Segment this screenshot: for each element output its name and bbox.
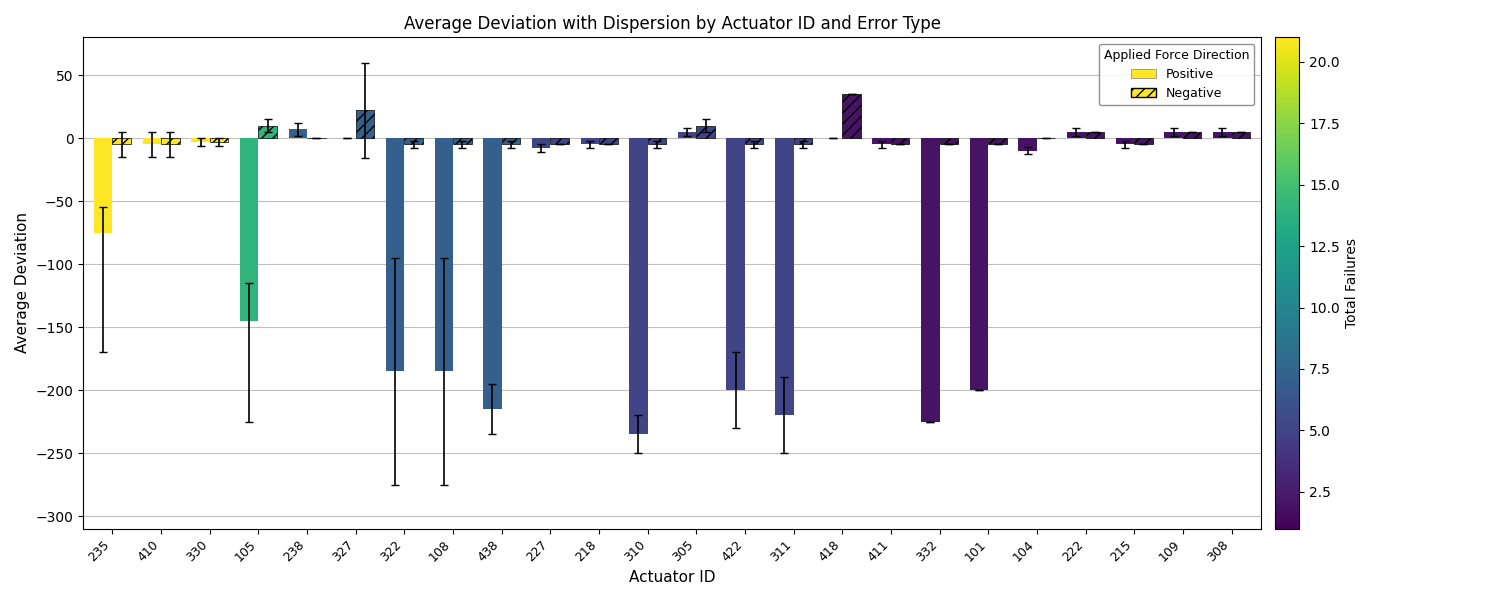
Bar [356,110,374,138]
Bar [580,138,598,145]
Bar [210,138,228,142]
Bar [1086,132,1104,138]
Bar [192,138,210,142]
Bar [726,138,746,390]
Bar [288,129,308,138]
X-axis label: Actuator ID: Actuator ID [628,570,716,585]
Bar [891,138,909,145]
Bar [794,138,812,145]
Bar [776,138,794,415]
Bar [628,138,648,434]
Y-axis label: Total Failures: Total Failures [1346,238,1359,328]
Bar [435,138,453,371]
Bar [598,138,618,145]
Bar [1164,132,1184,138]
Bar [1184,132,1202,138]
Bar [678,132,696,138]
Bar [501,138,520,145]
Bar [970,138,988,390]
Bar [453,138,471,145]
Bar [1134,138,1152,145]
Bar [405,138,423,145]
Bar [550,138,568,145]
Bar [939,138,958,145]
Bar [532,138,550,148]
Bar [386,138,405,371]
Title: Average Deviation with Dispersion by Actuator ID and Error Type: Average Deviation with Dispersion by Act… [404,15,940,33]
Y-axis label: Average Deviation: Average Deviation [15,212,30,353]
Bar [483,138,501,409]
Bar [160,138,180,145]
Bar [1066,132,1086,138]
Bar [1116,138,1134,145]
Bar [746,138,764,145]
Bar [843,94,861,138]
Bar [1214,132,1231,138]
Bar [873,138,891,145]
Bar [988,138,1006,145]
Bar [1019,138,1036,151]
Bar [921,138,939,422]
Bar [112,138,130,145]
Bar [648,138,666,145]
Bar [240,138,258,321]
Legend: Positive, Negative: Positive, Negative [1100,44,1254,105]
Bar [1232,132,1250,138]
Bar [258,125,278,138]
Bar [696,125,715,138]
Bar [142,138,160,145]
Bar [94,138,112,233]
